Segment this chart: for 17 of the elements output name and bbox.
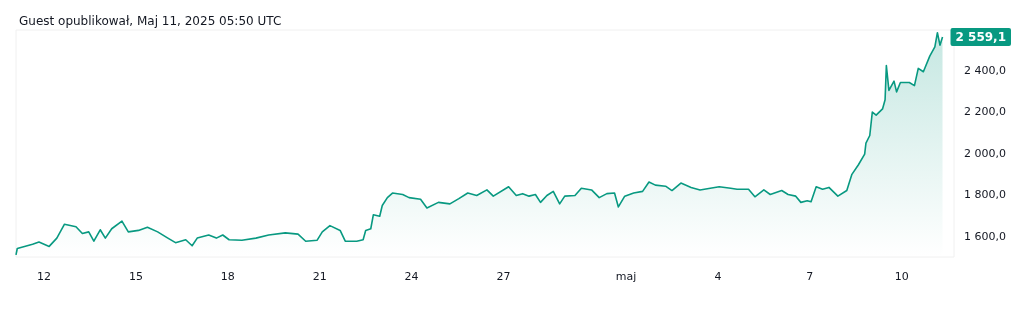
x-tick-label: 10: [894, 270, 909, 283]
y-tick-label: 1 800,0: [964, 188, 1006, 202]
x-tick-label: 24: [404, 270, 419, 283]
y-tick-label: 2 200,0: [964, 105, 1006, 119]
x-tick-label: 4: [714, 270, 722, 283]
x-tick-label: 27: [496, 270, 511, 283]
data-label: 2 559,1: [955, 30, 1006, 45]
x-tick-label: maj: [615, 270, 637, 283]
y-tick-label: 2 000,0: [964, 146, 1006, 160]
y-tick-label: 2 400,0: [964, 63, 1006, 77]
x-tick-label: 21: [312, 270, 327, 283]
chart-title: Guest opublikował, Maj 11, 2025 05:50 UTC: [19, 14, 282, 28]
y-tick-label: 1 600,0: [964, 229, 1006, 243]
x-tick-label: 12: [37, 270, 52, 283]
x-tick-label: 7: [806, 270, 814, 283]
x-tick-label: 15: [128, 270, 143, 283]
x-tick-label: 18: [220, 270, 235, 283]
